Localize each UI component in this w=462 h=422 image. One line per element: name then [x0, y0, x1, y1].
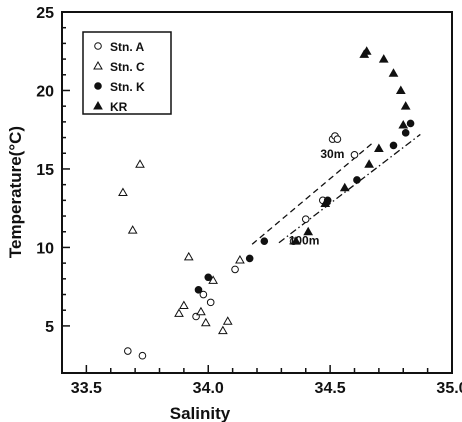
data-point-stn-c — [208, 275, 218, 284]
y-tick-label: 20 — [36, 83, 54, 100]
isobath-line-30m — [251, 143, 372, 245]
data-point-stn-c — [196, 306, 206, 316]
data-point-kr — [378, 54, 389, 63]
data-point-kr — [400, 101, 411, 110]
data-point-stn-a — [199, 290, 208, 299]
data-point-stn-a — [301, 215, 310, 223]
legend-marker-kr — [93, 100, 103, 110]
data-point-kr — [361, 46, 372, 55]
data-point-kr — [303, 226, 314, 236]
depth-label-100m: 100m — [289, 233, 320, 247]
y-tick-label: 25 — [36, 5, 54, 22]
data-point-stn-a — [350, 151, 359, 159]
y-tick-label: 5 — [45, 319, 54, 336]
legend: Stn. A Stn. C Stn. K KR — [82, 31, 172, 115]
data-point-kr — [374, 143, 384, 153]
data-point-stn-c — [174, 308, 184, 317]
data-points — [118, 46, 415, 360]
legend-label-kr: KR — [110, 100, 128, 114]
x-tick-label: 33.5 — [71, 380, 102, 397]
data-point-stn-a — [333, 135, 342, 143]
y-tick-label: 15 — [36, 162, 54, 179]
data-point-kr — [395, 85, 406, 94]
data-point-stn-a — [138, 351, 147, 360]
data-point-stn-c — [218, 325, 228, 335]
data-point-kr — [364, 159, 374, 168]
data-point-stn-a — [124, 347, 132, 355]
depth-annotations: 30m 100m — [289, 147, 345, 247]
data-point-stn-c — [222, 316, 233, 325]
isobath-guide-lines — [251, 133, 421, 245]
data-point-stn-k — [406, 119, 415, 128]
x-tick-label: 35.0 — [436, 380, 462, 397]
data-point-stn-k — [401, 129, 410, 137]
legend-label-stn-c: Stn. C — [110, 60, 145, 74]
x-tick-label: 34.0 — [193, 380, 224, 397]
legend-marker-stn-k — [94, 82, 102, 90]
data-point-kr — [291, 236, 301, 245]
y-axis: 5 10 15 20 25 — [36, 5, 70, 336]
isobath-line-100m — [278, 133, 421, 244]
x-axis: 33.5 34.0 34.5 35.0 — [71, 365, 462, 397]
data-point-stn-k — [245, 254, 254, 263]
x-axis-title: Salinity — [170, 404, 231, 422]
data-point-stn-k — [194, 286, 203, 294]
data-point-stn-c — [135, 159, 145, 168]
legend-marker-stn-c — [93, 60, 103, 70]
x-tick-label: 34.5 — [315, 380, 346, 397]
legend-marker-stn-a — [94, 42, 102, 50]
data-point-stn-c — [179, 300, 189, 310]
data-point-stn-k — [389, 141, 398, 150]
data-point-kr — [320, 198, 331, 207]
data-point-stn-k — [204, 273, 213, 282]
data-point-stn-k — [353, 176, 361, 184]
data-point-stn-c — [183, 251, 194, 261]
data-point-stn-a — [206, 298, 215, 307]
data-point-kr — [388, 68, 399, 77]
data-point-stn-c — [127, 225, 138, 234]
legend-label-stn-a: Stn. A — [110, 40, 145, 54]
y-tick-label: 10 — [36, 240, 54, 257]
legend-label-stn-k: Stn. K — [110, 80, 145, 94]
data-point-stn-c — [118, 187, 128, 196]
data-point-kr — [398, 120, 409, 129]
data-point-stn-c — [235, 254, 245, 264]
data-point-stn-k — [260, 237, 269, 245]
data-point-stn-c — [200, 317, 211, 327]
data-point-stn-a — [231, 265, 239, 274]
depth-label-30m: 30m — [320, 147, 344, 161]
data-point-kr — [339, 182, 350, 192]
y-axis-title: Temperature(°C) — [6, 126, 25, 258]
